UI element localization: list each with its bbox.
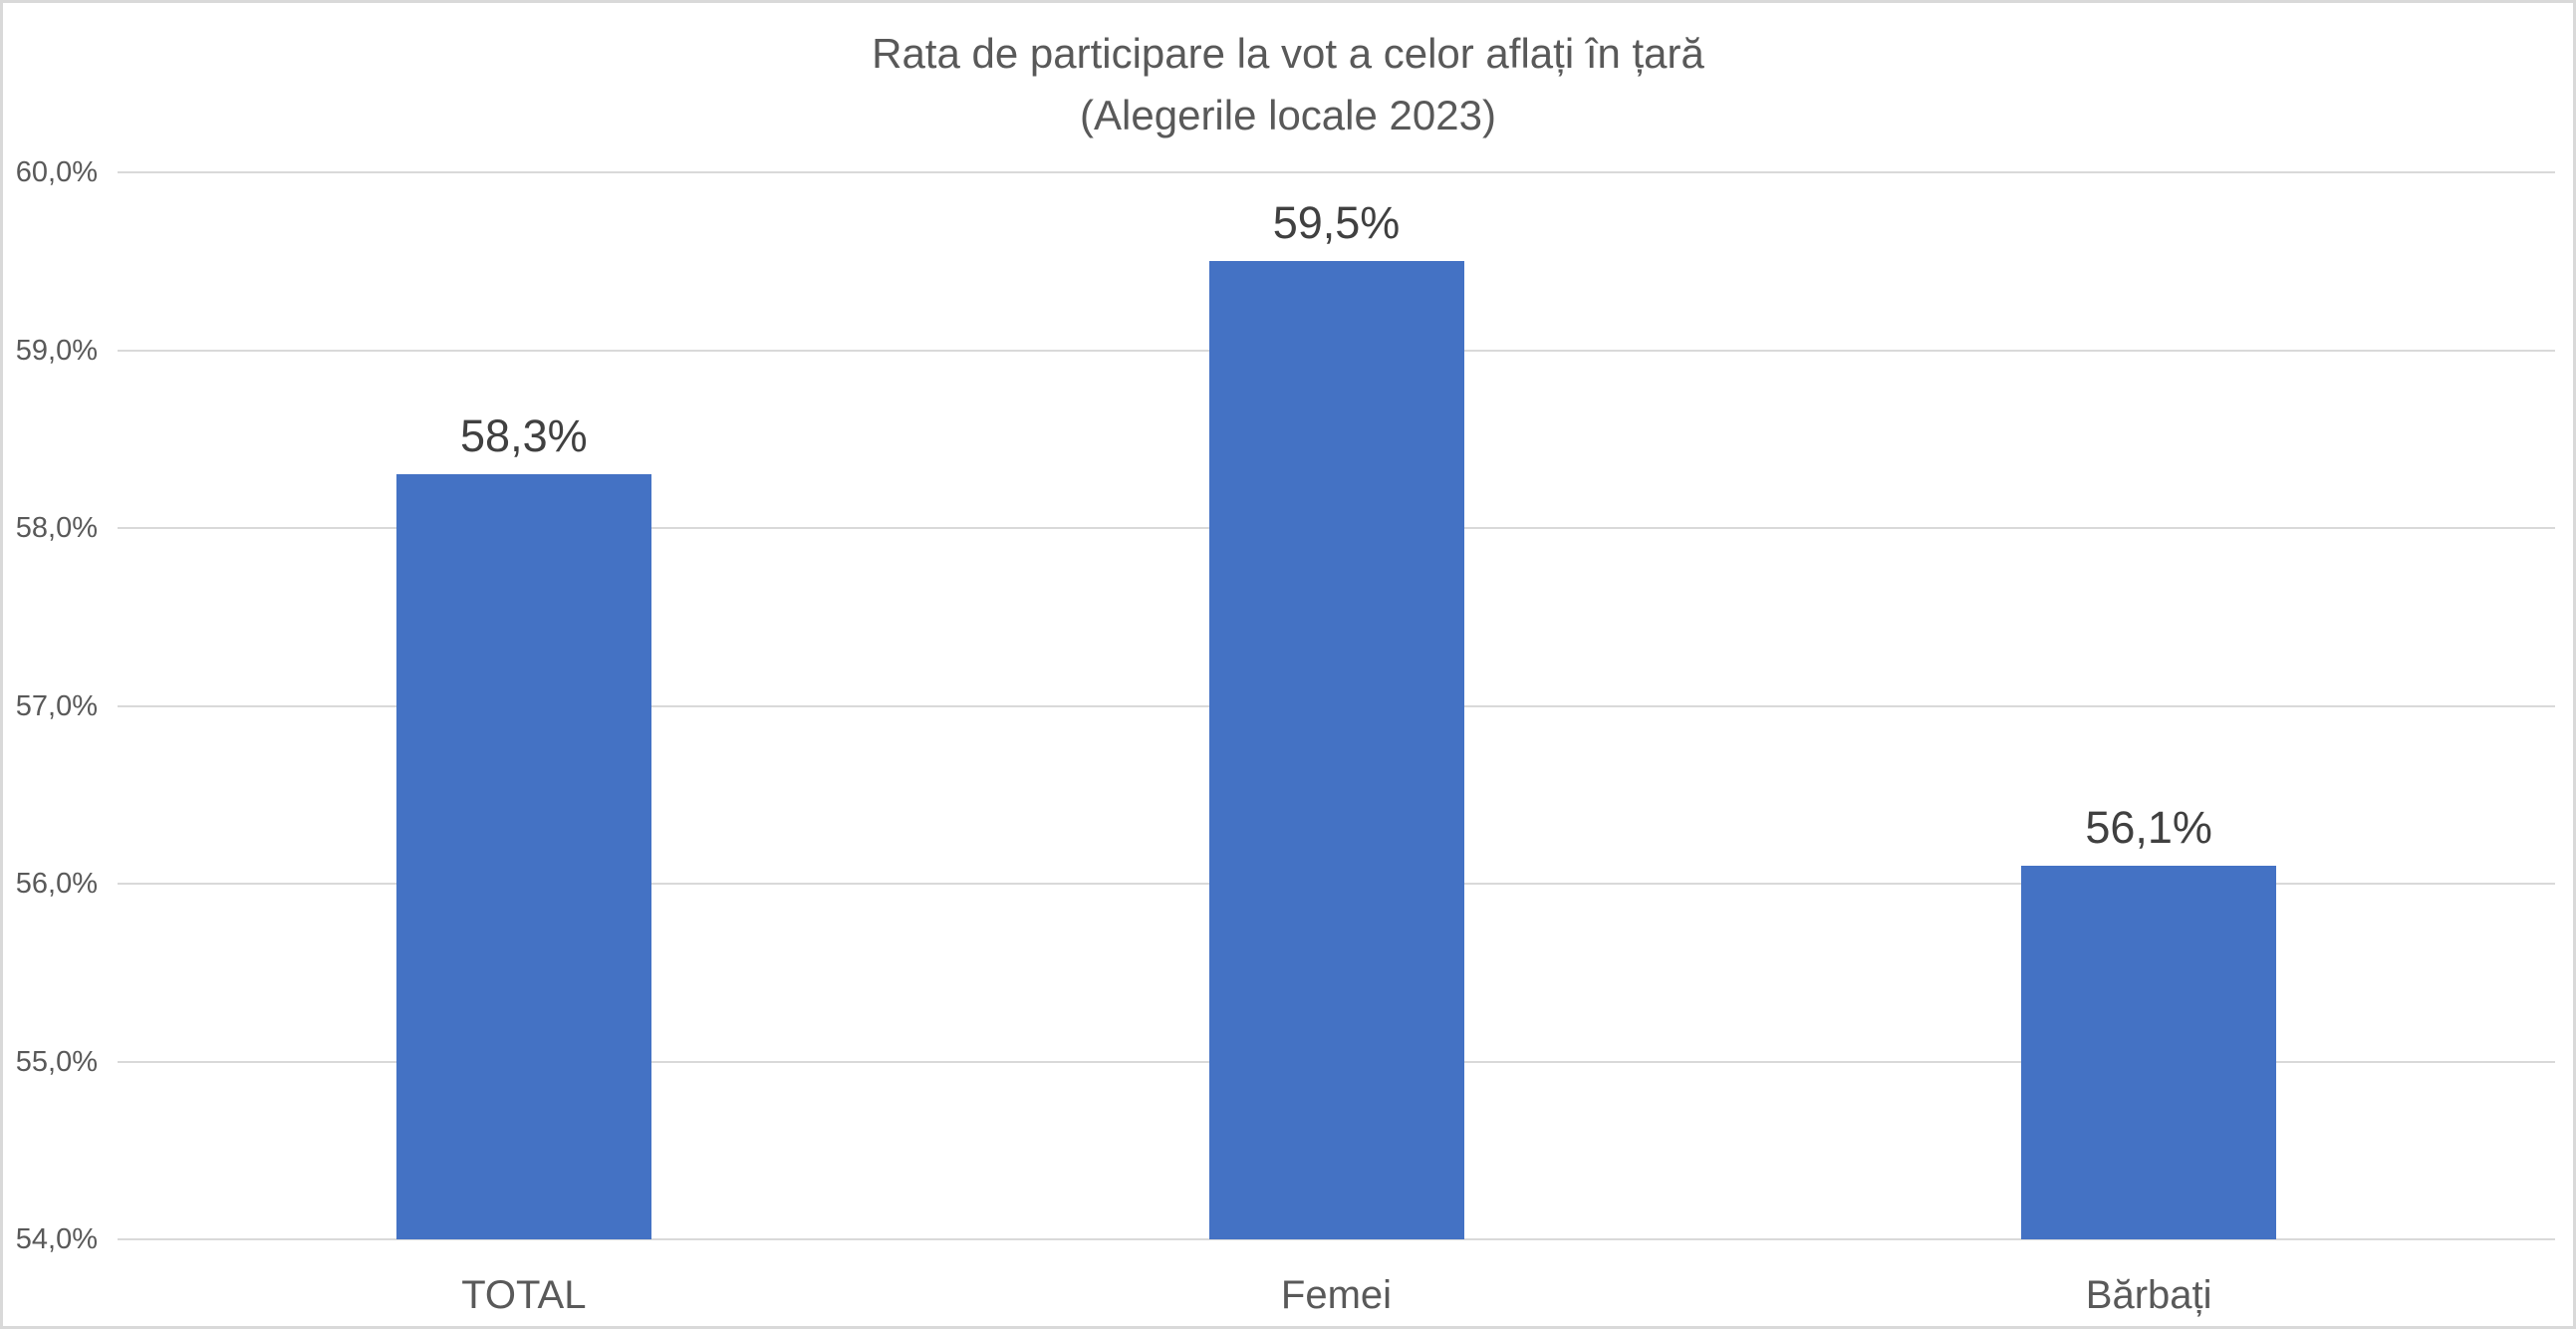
y-axis-tick-label: 60,0% [15, 156, 98, 188]
bar-value-label: 59,5% [1272, 197, 1401, 249]
y-axis-tick-label: 54,0% [15, 1223, 98, 1255]
chart-title-block: Rata de participare la vot a celor aflaț… [3, 23, 2573, 146]
y-axis-tick-label: 56,0% [15, 868, 98, 900]
x-axis-category-label: Femei [1280, 1273, 1393, 1317]
bar-bărbați [2021, 866, 2277, 1239]
chart-subtitle: (Alegerile locale 2023) [1080, 92, 1496, 138]
x-axis-category-label: Bărbați [2085, 1273, 2212, 1317]
y-axis-tick-label: 57,0% [15, 689, 98, 722]
bar-femei [1208, 261, 1464, 1239]
bar-value-label: 58,3% [460, 410, 588, 462]
x-axis-category-label: TOTAL [461, 1273, 587, 1317]
gridline [118, 1238, 2555, 1240]
gridline [118, 171, 2555, 173]
y-axis-tick-label: 59,0% [15, 334, 98, 367]
bar-value-label: 56,1% [2085, 802, 2212, 854]
y-axis-tick-label: 58,0% [15, 512, 98, 544]
chart-title: Rata de participare la vot a celor aflaț… [872, 30, 1704, 77]
y-axis-tick-label: 55,0% [15, 1045, 98, 1078]
bar-total [395, 474, 651, 1239]
